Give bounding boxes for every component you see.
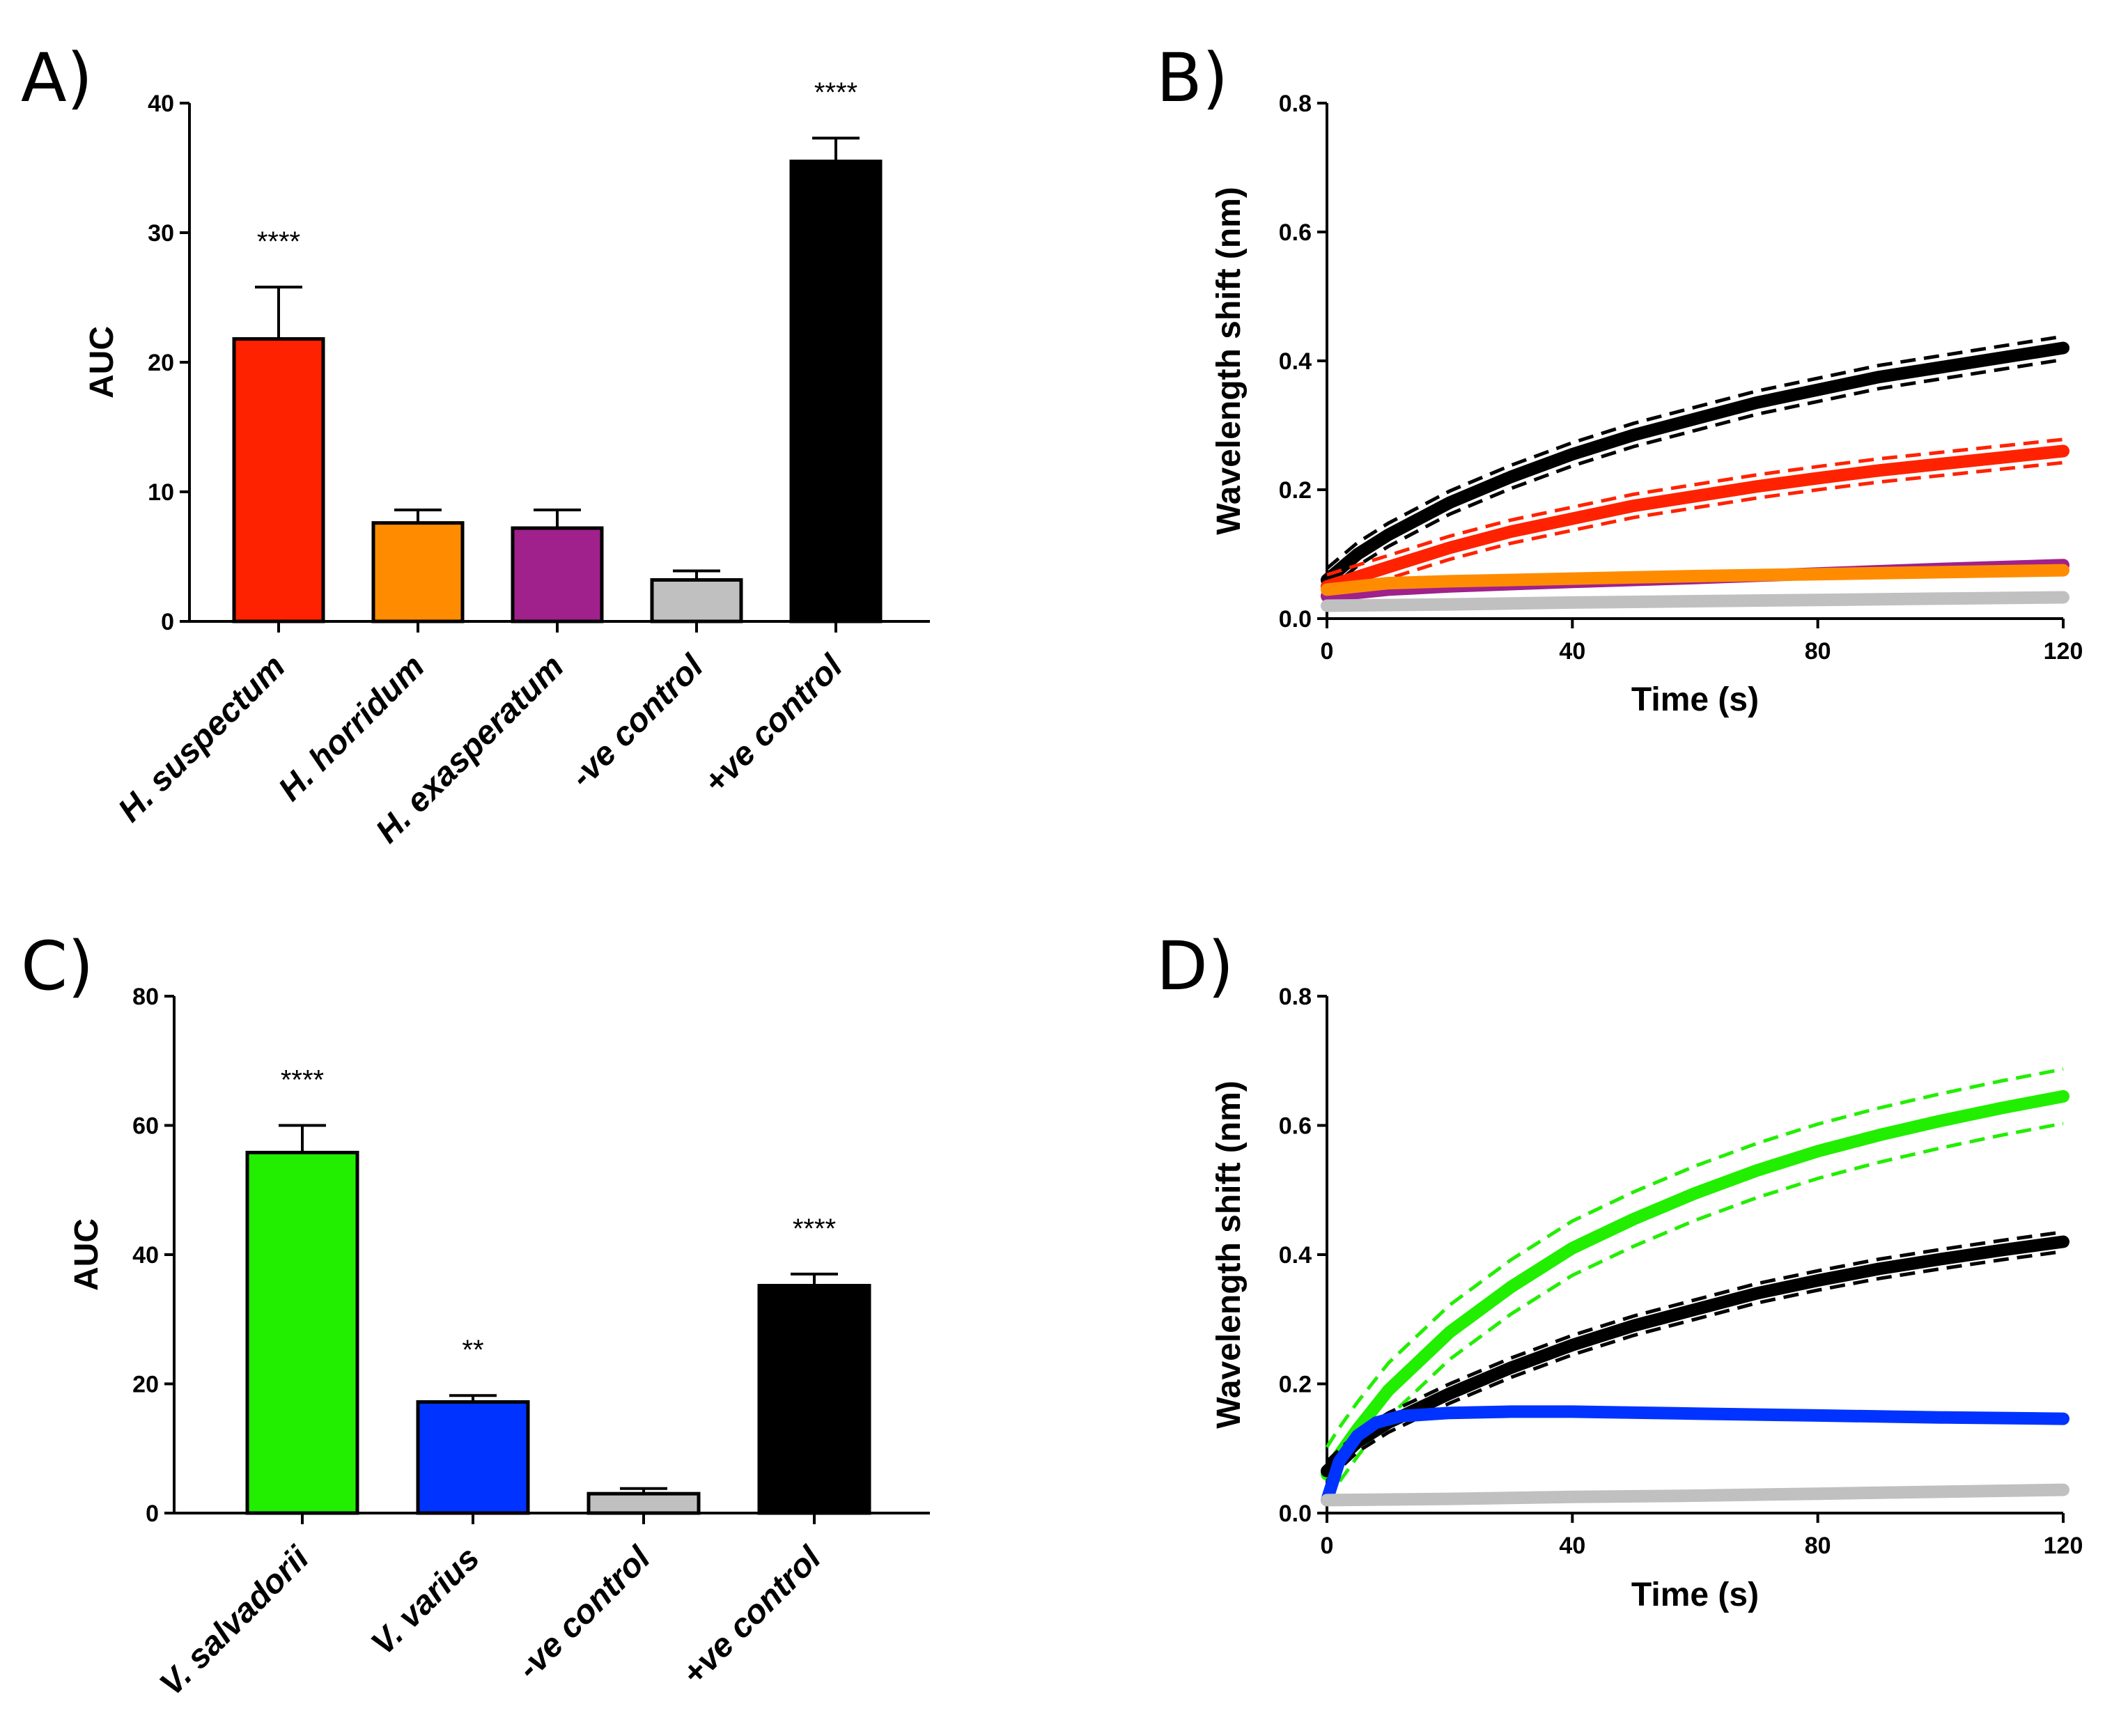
panel-a-bar <box>232 337 325 623</box>
panel-d-x-axis-title: Time (s) <box>1631 1576 1759 1613</box>
panel-c-category-label: -ve control <box>511 1539 658 1687</box>
panel-a-significance-label: **** <box>814 77 857 108</box>
panel-a-letter: A) <box>21 39 93 117</box>
panel-c-bar <box>587 1491 701 1515</box>
panel-a-bar <box>789 160 883 623</box>
panel-c-letter: C) <box>21 927 93 1005</box>
panel-d-blue-series-line <box>1321 1405 2069 1507</box>
panel-b-y-tick-label: 0.4 <box>1279 348 1312 375</box>
panel-b-x-tick-label: 120 <box>2044 638 2083 665</box>
panel-b-y-tick-label: 0.0 <box>1279 606 1312 633</box>
panel-d-grey-series-line <box>1321 1483 2069 1507</box>
panel-b-red-lower-ci <box>1326 460 2064 600</box>
panel-d-x-tick-label: 0 <box>1321 1533 1334 1559</box>
panel-c-bar <box>245 1150 359 1515</box>
panel-a-y-axis-title: AUC <box>84 326 121 398</box>
panel-d-black-upper-ci <box>1326 1230 2064 1463</box>
panel-b-black-series-line <box>1321 341 2069 587</box>
panel-a-bar <box>650 578 743 623</box>
panel-d-green-upper-ci <box>1325 1067 2064 1448</box>
panel-c-y-tick-label: 80 <box>132 984 159 1010</box>
panel-b-y-tick-label: 0.6 <box>1279 219 1312 246</box>
panel-c-significance-label: **** <box>793 1214 836 1244</box>
panel-c-significance-label: **** <box>281 1065 324 1096</box>
panel-b-black-upper-ci <box>1326 334 2064 570</box>
panel-b-orange-series-line <box>1321 564 2069 596</box>
panel-b-letter: B) <box>1156 39 1228 117</box>
panel-a-category-label: H. horridum <box>272 648 432 808</box>
panel-c-category-label: +ve control <box>675 1539 829 1693</box>
panel-a-y-tick-label: 20 <box>148 350 174 376</box>
panel-a-bar <box>371 521 465 623</box>
panel-b-x-tick-label: 0 <box>1321 638 1334 665</box>
panel-d-y-tick-label: 0.2 <box>1279 1372 1312 1398</box>
panel-a-y-tick-label: 0 <box>161 609 174 635</box>
panel-d-y-tick-label: 0.4 <box>1279 1242 1312 1269</box>
panel-d-y-tick-label: 0.8 <box>1279 984 1312 1010</box>
panel-c-y-tick-label: 40 <box>132 1242 159 1269</box>
panel-a-y-tick-label: 40 <box>148 91 174 117</box>
panel-a-y-tick-label: 30 <box>148 220 174 247</box>
panel-c-y-tick-label: 20 <box>132 1372 159 1398</box>
panel-b-x-axis-title: Time (s) <box>1631 681 1759 718</box>
panel-b-red-series-line <box>1321 444 2069 593</box>
panel-a-bar <box>511 526 604 623</box>
panel-a-significance-label: **** <box>257 226 300 257</box>
panel-b-x-tick-label: 40 <box>1559 638 1585 665</box>
panel-c-y-tick-label: 60 <box>132 1113 159 1140</box>
panel-d-x-tick-label: 80 <box>1805 1533 1831 1559</box>
panel-b-grey-series-line <box>1321 591 2069 612</box>
panel-d-y-tick-label: 0.6 <box>1279 1113 1312 1140</box>
panel-c-y-axis-title: AUC <box>68 1218 105 1291</box>
panel-b-x-tick-label: 80 <box>1805 638 1831 665</box>
panel-b-y-tick-label: 0.2 <box>1279 477 1312 504</box>
panel-a-category-label: H. suspectum <box>111 648 293 829</box>
panel-d-y-axis-title: Wavelength shift (nm) <box>1211 1080 1248 1429</box>
panel-b-line-chart: B) 0.0 0.2 0.4 0.6 0.8 0 40 80 120 Time (s) Wavelen… <box>1156 39 2083 718</box>
panel-d-black-lower-ci <box>1326 1249 2064 1482</box>
panel-a-y-tick-label: 10 <box>148 479 174 506</box>
panel-b-red-upper-ci <box>1326 437 2064 577</box>
panel-c-y-tick-label: 0 <box>146 1501 159 1527</box>
panel-b-black-lower-ci <box>1326 357 2064 594</box>
panel-c-bar-chart: C) 0 20 40 60 80 AUC **** V. salvadorii ** V. vari… <box>21 927 930 1703</box>
panel-d-letter: D) <box>1156 927 1234 1005</box>
panel-b-y-axis-title: Wavelength shift (nm) <box>1211 187 1248 535</box>
panel-d-x-tick-label: 40 <box>1559 1533 1585 1559</box>
panel-b-y-tick-label: 0.8 <box>1279 91 1312 117</box>
panel-c-bar <box>757 1284 871 1515</box>
panel-d-x-tick-label: 120 <box>2044 1533 2083 1559</box>
panel-d-black-series-line <box>1321 1235 2069 1478</box>
panel-c-category-label: V. varius <box>364 1540 487 1662</box>
panel-c-category-label: V. salvadorii <box>153 1539 317 1703</box>
panel-a-category-label: -ve control <box>564 647 711 795</box>
panel-c-bar <box>416 1400 530 1515</box>
panel-d-y-tick-label: 0.0 <box>1279 1501 1312 1527</box>
panel-d-green-series-line <box>1321 1090 2069 1481</box>
panel-d-line-chart: D) 0.0 0.2 0.4 0.6 0.8 0 40 80 120 Time (s) Wavelen… <box>1156 927 2083 1613</box>
panel-a-category-label: +ve control <box>697 647 850 801</box>
panel-c-significance-label: ** <box>462 1335 483 1365</box>
